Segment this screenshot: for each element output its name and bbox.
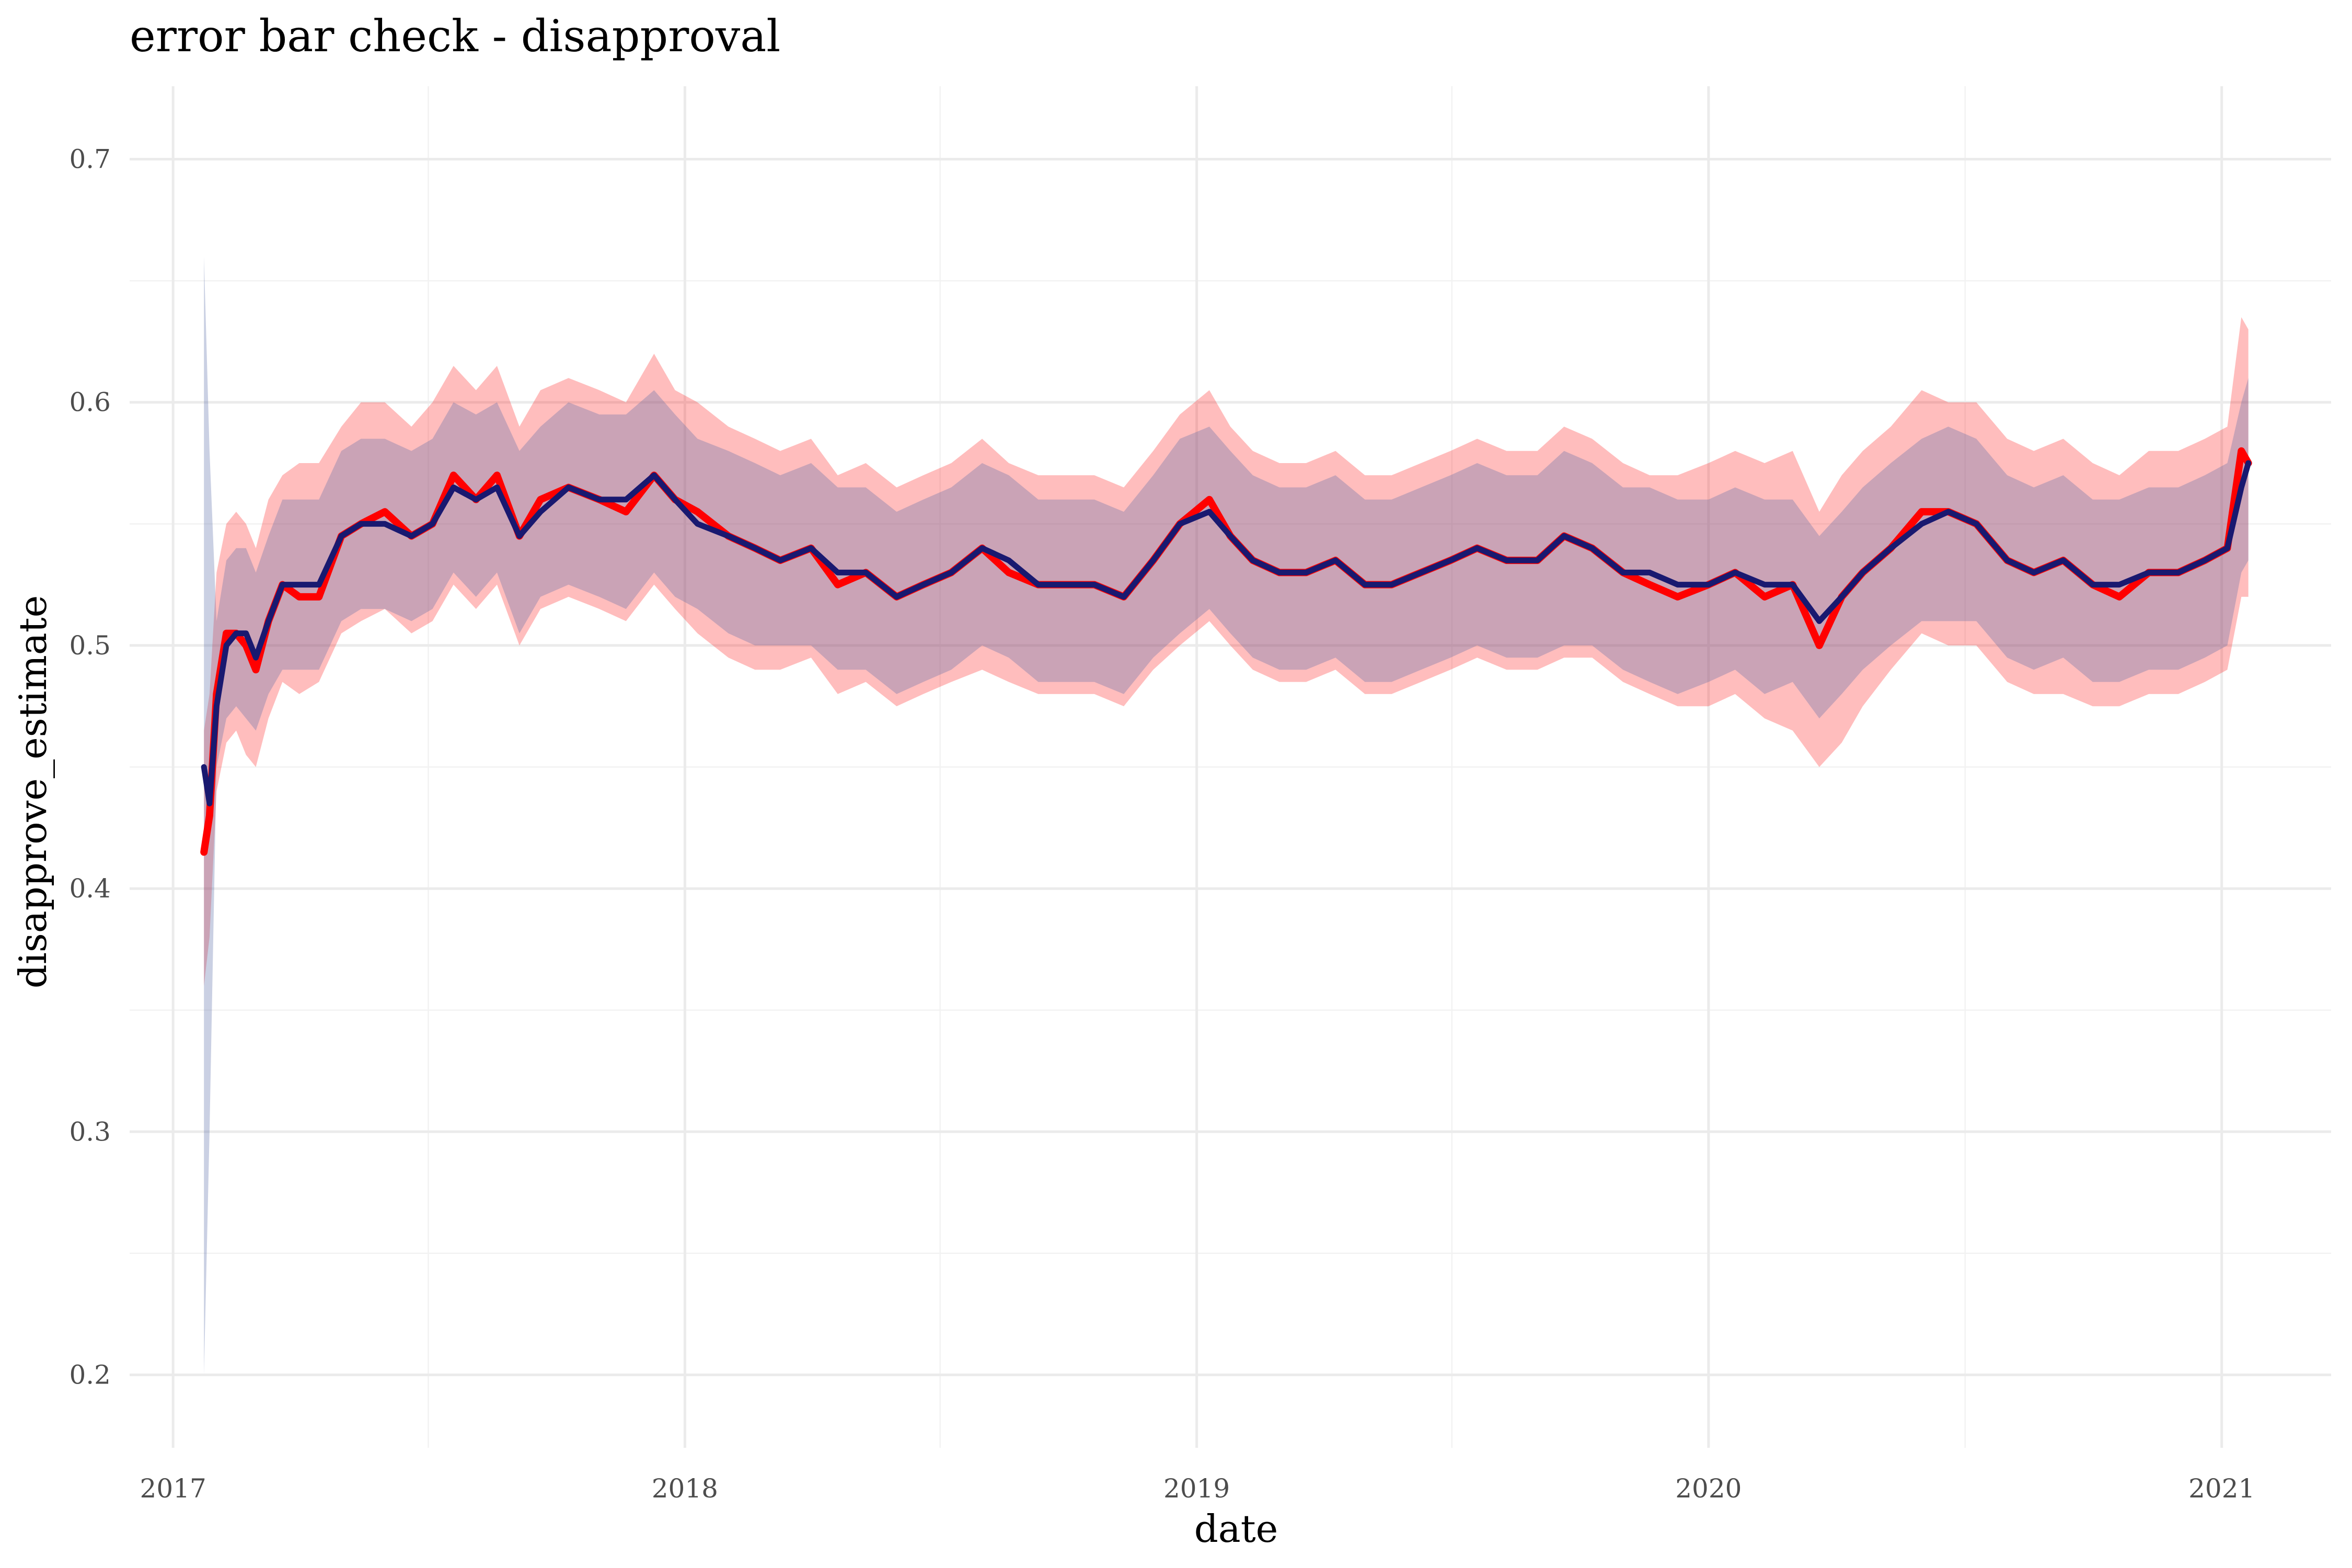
y-tick-label: 0.6 [69,387,111,418]
y-tick-label: 0.7 [69,144,111,175]
y-axis-title: disapprove_estimate [11,595,55,988]
minor-gridlines [130,86,2331,1448]
x-tick-label: 2021 [2188,1473,2255,1504]
y-axis-ticks: 0.2 0.3 0.4 0.5 0.6 0.7 [69,144,111,1390]
series-lines [200,447,2252,856]
navy-error-band [204,256,2249,1375]
x-tick-label: 2017 [140,1473,206,1504]
navy-series-line [201,460,2252,806]
chart-title: error bar check - disapproval [130,10,780,62]
y-tick-label: 0.4 [69,873,111,904]
x-tick-label: 2019 [1163,1473,1230,1504]
red-error-band [204,317,2249,986]
y-tick-label: 0.2 [69,1359,111,1390]
x-axis-ticks: 2017 2018 2019 2020 2021 [140,1473,2255,1504]
y-tick-label: 0.5 [69,630,111,661]
error-bands [204,256,2249,1375]
x-tick-label: 2020 [1675,1473,1742,1504]
major-gridlines [130,86,2331,1448]
x-tick-label: 2018 [652,1473,718,1504]
y-tick-label: 0.3 [69,1116,111,1147]
x-axis-title: date [1194,1507,1278,1551]
